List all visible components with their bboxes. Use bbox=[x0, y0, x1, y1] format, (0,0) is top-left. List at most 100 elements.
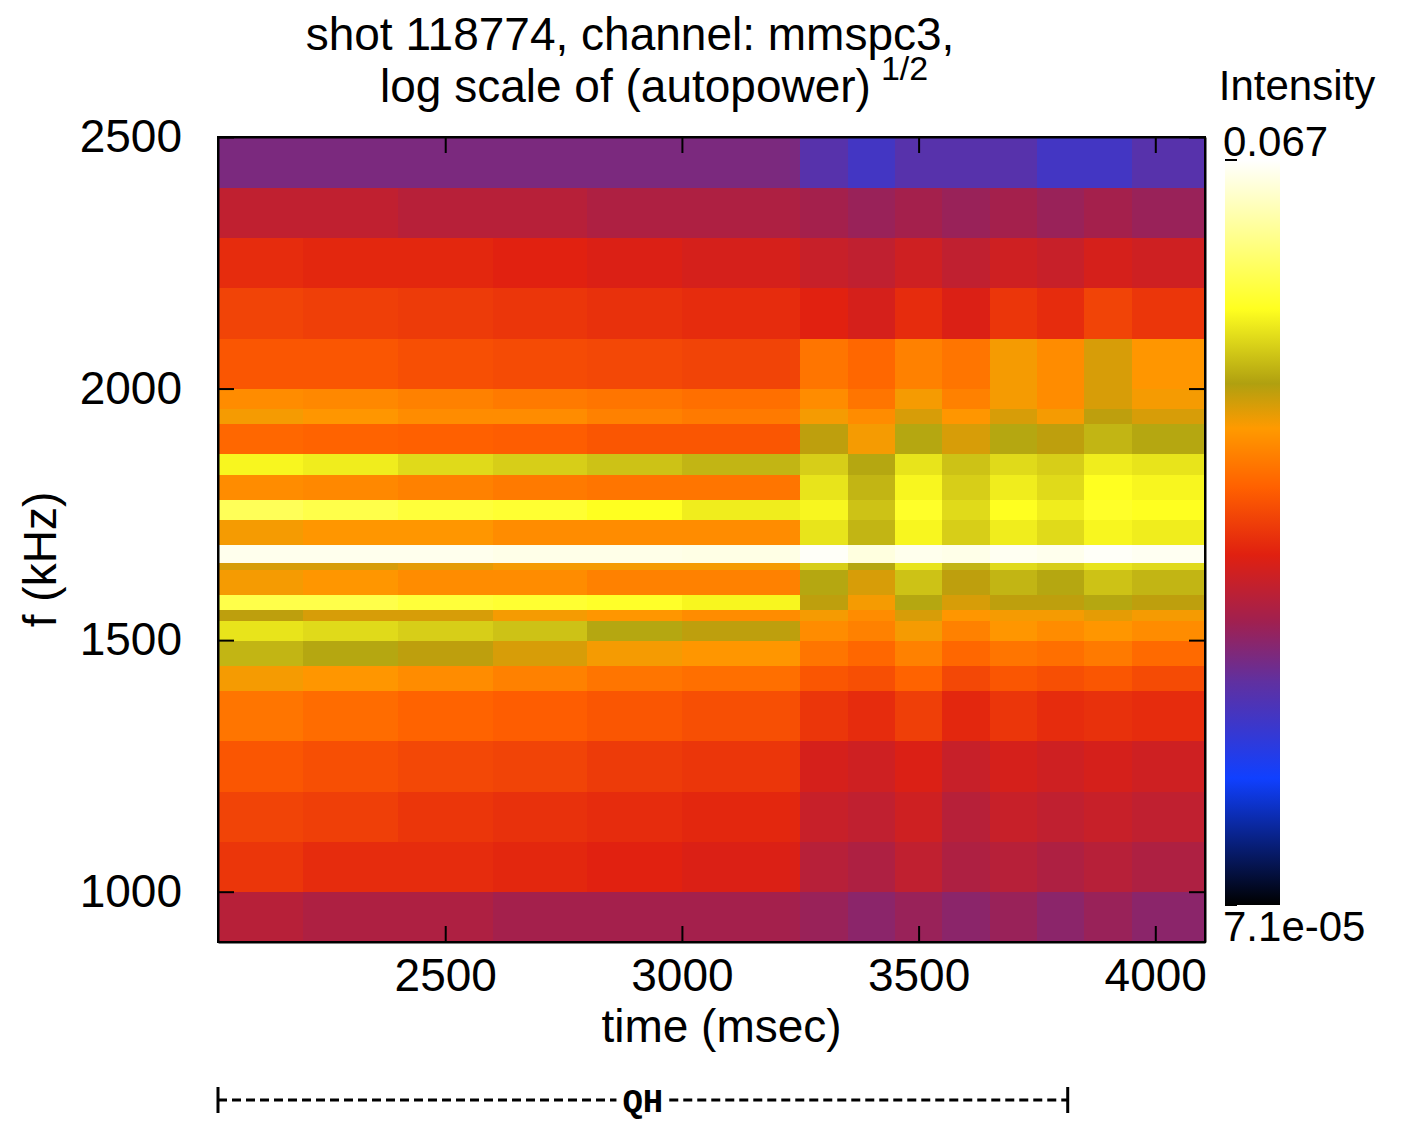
heat-cell bbox=[800, 545, 848, 563]
heat-cell bbox=[800, 519, 848, 545]
heat-cell bbox=[990, 474, 1038, 500]
heat-cell bbox=[398, 545, 493, 563]
heat-cell bbox=[1084, 389, 1132, 410]
heat-cell bbox=[398, 288, 493, 339]
tick bbox=[1189, 640, 1205, 641]
heat-cell bbox=[493, 137, 588, 188]
heat-cell bbox=[493, 499, 588, 520]
heat-cell bbox=[1037, 389, 1085, 410]
heat-cell bbox=[493, 519, 588, 545]
heat-cell bbox=[800, 562, 848, 570]
heat-cell bbox=[682, 640, 801, 666]
heat-cell bbox=[1132, 741, 1205, 792]
heat-cell bbox=[848, 841, 896, 892]
heat-cell bbox=[398, 562, 493, 570]
heat-cell bbox=[895, 620, 943, 641]
heat-cell bbox=[848, 238, 896, 289]
heat-cell bbox=[493, 595, 588, 611]
heat-cell bbox=[1132, 610, 1205, 621]
heat-cell bbox=[1084, 454, 1132, 475]
heat-cell bbox=[587, 238, 682, 289]
heat-cell bbox=[942, 570, 990, 596]
heat-cell bbox=[493, 454, 588, 475]
heat-cell bbox=[303, 499, 398, 520]
heat-cell bbox=[1132, 499, 1205, 520]
tick: 3000 bbox=[631, 926, 733, 1001]
heat-cell bbox=[303, 741, 398, 792]
heat-cell bbox=[587, 640, 682, 666]
heat-cell bbox=[682, 892, 801, 942]
heat-cell bbox=[1084, 640, 1132, 666]
heat-cell bbox=[990, 545, 1038, 563]
heat-cell bbox=[1084, 288, 1132, 339]
heat-cell bbox=[218, 791, 304, 842]
tick: 2000 bbox=[80, 362, 234, 414]
heat-cell bbox=[848, 640, 896, 666]
heat-cell bbox=[682, 665, 801, 691]
heat-cell bbox=[1084, 620, 1132, 641]
heat-cell bbox=[1037, 562, 1085, 570]
tick-mark bbox=[218, 640, 234, 642]
tick-label: 3500 bbox=[868, 949, 970, 1001]
heat-cell bbox=[682, 545, 801, 563]
heat-cell bbox=[990, 640, 1038, 666]
heat-cell bbox=[587, 409, 682, 425]
heat-cell bbox=[1132, 892, 1205, 942]
heat-cell bbox=[990, 519, 1038, 545]
heat-cell bbox=[218, 570, 304, 596]
tick: 1000 bbox=[80, 865, 234, 917]
tick-mark bbox=[445, 137, 447, 153]
heat-cell bbox=[800, 741, 848, 792]
heat-cell bbox=[218, 665, 304, 691]
heat-cell bbox=[942, 665, 990, 691]
heat-cell bbox=[942, 690, 990, 741]
heat-cell bbox=[942, 610, 990, 621]
heat-cell bbox=[218, 454, 304, 475]
heat-cell bbox=[493, 545, 588, 563]
heat-cell bbox=[493, 892, 588, 942]
heat-cell bbox=[848, 389, 896, 410]
heat-cell bbox=[1132, 338, 1205, 389]
heat-cell bbox=[895, 665, 943, 691]
annotation-end bbox=[217, 1087, 220, 1113]
heat-cell bbox=[398, 841, 493, 892]
heat-cell bbox=[303, 545, 398, 563]
heat-cell bbox=[493, 791, 588, 842]
heat-cell bbox=[895, 570, 943, 596]
heat-cell bbox=[218, 690, 304, 741]
heat-cell bbox=[1132, 841, 1205, 892]
heat-cell bbox=[587, 620, 682, 641]
heat-cell bbox=[1084, 409, 1132, 425]
heat-cell bbox=[800, 610, 848, 621]
heat-cell bbox=[990, 620, 1038, 641]
heat-cell bbox=[848, 570, 896, 596]
heat-cell bbox=[800, 665, 848, 691]
heat-cell bbox=[895, 137, 943, 188]
y-axis-title: f (kHz) bbox=[14, 492, 66, 627]
heat-cell bbox=[398, 137, 493, 188]
heat-cell bbox=[990, 841, 1038, 892]
heat-cell bbox=[1037, 690, 1085, 741]
heat-cell bbox=[1037, 288, 1085, 339]
heat-cell bbox=[587, 665, 682, 691]
heat-cell bbox=[398, 499, 493, 520]
heat-cell bbox=[942, 741, 990, 792]
heat-cell bbox=[942, 791, 990, 842]
tick-mark bbox=[1189, 640, 1205, 642]
heat-cell bbox=[990, 137, 1038, 188]
heat-cell bbox=[398, 892, 493, 942]
heat-cell bbox=[990, 665, 1038, 691]
heat-cell bbox=[895, 454, 943, 475]
heat-cell bbox=[587, 474, 682, 500]
heat-cell bbox=[800, 454, 848, 475]
heat-cell bbox=[682, 474, 801, 500]
heat-cell bbox=[1132, 288, 1205, 339]
heat-cell bbox=[895, 288, 943, 339]
heat-cell bbox=[218, 892, 304, 942]
heat-cell bbox=[218, 137, 304, 188]
heat-cell bbox=[398, 409, 493, 425]
heat-cell bbox=[990, 389, 1038, 410]
heat-cell bbox=[1084, 791, 1132, 842]
heat-cell bbox=[848, 187, 896, 238]
heat-cell bbox=[895, 841, 943, 892]
